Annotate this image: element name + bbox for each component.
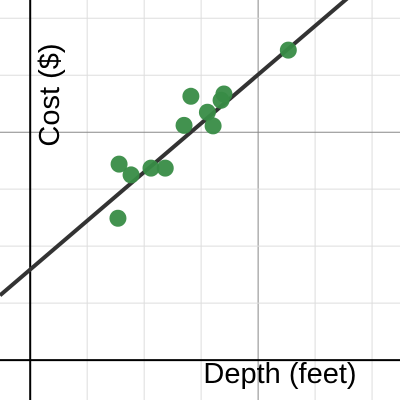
data-point bbox=[122, 166, 140, 184]
data-point bbox=[204, 117, 222, 135]
data-point bbox=[110, 155, 128, 173]
data-point bbox=[109, 209, 127, 227]
x-axis-label: Depth (feet) bbox=[203, 358, 356, 390]
data-point bbox=[175, 116, 193, 134]
trendline bbox=[0, 0, 349, 297]
data-point bbox=[279, 41, 297, 59]
y-axis-label: Cost ($) bbox=[34, 43, 66, 146]
data-point bbox=[142, 159, 160, 177]
data-point bbox=[156, 159, 174, 177]
data-point bbox=[182, 87, 200, 105]
data-point bbox=[198, 103, 216, 121]
data-point bbox=[212, 91, 230, 109]
